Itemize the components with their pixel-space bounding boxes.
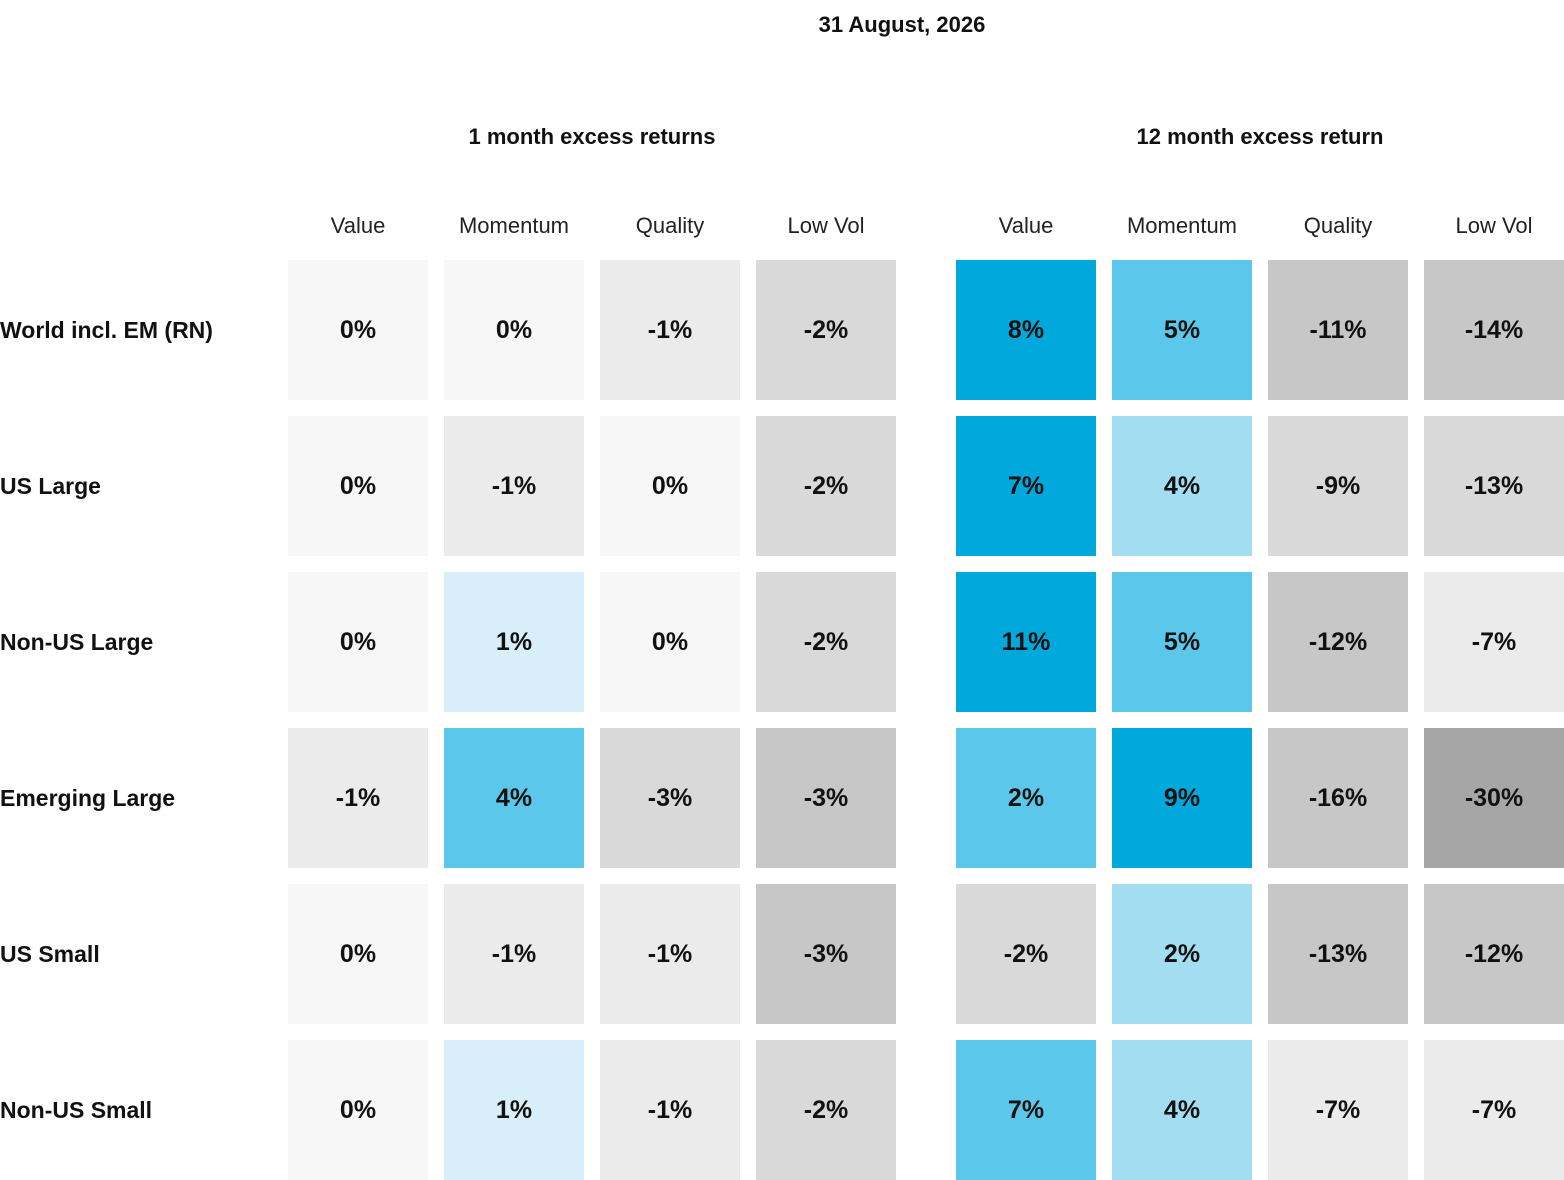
heatmap-cell: 8% [956,260,1096,400]
heatmap-cell: 0% [600,416,740,556]
heatmap-cell: -9% [1268,416,1408,556]
heatmap-cell: -12% [1424,884,1564,1024]
heatmap-cell: -11% [1268,260,1408,400]
heatmap-cell: -13% [1268,884,1408,1024]
heatmap-cell: 0% [288,572,428,712]
heatmap-cell: -1% [600,884,740,1024]
heatmap-cell: -2% [756,260,896,400]
heatmap-cell: 1% [444,572,584,712]
row-label: US Small [0,941,100,967]
group-title: 1 month excess returns [468,124,716,149]
heatmap-cell: -1% [444,884,584,1024]
heatmap-cell: 9% [1112,728,1252,868]
heatmap-cell: -3% [600,728,740,868]
heatmap-cell: 4% [1112,416,1252,556]
heatmap-cell: 4% [1112,1040,1252,1180]
heatmap-cell: 0% [288,884,428,1024]
heatmap-cell: -7% [1424,1040,1564,1180]
heatmap-cell: 0% [600,572,740,712]
heatmap-cell: -1% [288,728,428,868]
heatmap-cell: 1% [444,1040,584,1180]
column-header: Quality [635,213,705,238]
heatmap-cell: -7% [1424,572,1564,712]
heatmap-cell: 2% [1112,884,1252,1024]
heatmap-cell: -7% [1268,1040,1408,1180]
heatmap-cell: -30% [1424,728,1564,868]
row-label: Non-US Large [0,629,154,655]
heatmap-cell: -2% [756,1040,896,1180]
heatmap-cell: -2% [756,572,896,712]
heatmap-cell: 5% [1112,260,1252,400]
heatmap-cell: 2% [956,728,1096,868]
column-header: Value [330,213,386,238]
heatmap-cell: -2% [956,884,1096,1024]
heatmap-cell: -1% [600,260,740,400]
column-header: Quality [1303,213,1373,238]
heatmap-cell: 11% [956,572,1096,712]
heatmap-cell: -2% [756,416,896,556]
heatmap-cell: -1% [600,1040,740,1180]
heatmap-cell: 5% [1112,572,1252,712]
row-label: US Large [0,473,101,499]
heatmap-cell: 0% [444,260,584,400]
heatmap-cell: -12% [1268,572,1408,712]
heatmap-cell: 7% [956,1040,1096,1180]
group-title: 12 month excess return [1136,124,1384,149]
heatmap-cell: 0% [288,416,428,556]
column-header: Low Vol [787,213,865,238]
heatmap-cell: -3% [756,884,896,1024]
heatmap-cell: 0% [288,1040,428,1180]
row-label: World incl. EM (RN) [0,317,213,343]
heatmap-cell: -16% [1268,728,1408,868]
column-header: Value [998,213,1054,238]
heatmap-cell: -3% [756,728,896,868]
column-header: Momentum [1126,213,1238,238]
heatmap-cell: 4% [444,728,584,868]
heatmap-cell: -14% [1424,260,1564,400]
heatmap-cell: -13% [1424,416,1564,556]
chart-date: 31 August, 2026 [818,12,986,37]
column-header: Low Vol [1455,213,1533,238]
heatmap-cell: 7% [956,416,1096,556]
heatmap-cell: -1% [444,416,584,556]
column-header: Momentum [458,213,570,238]
row-label: Emerging Large [0,785,176,811]
row-label: Non-US Small [0,1097,153,1123]
heatmap-cell: 0% [288,260,428,400]
